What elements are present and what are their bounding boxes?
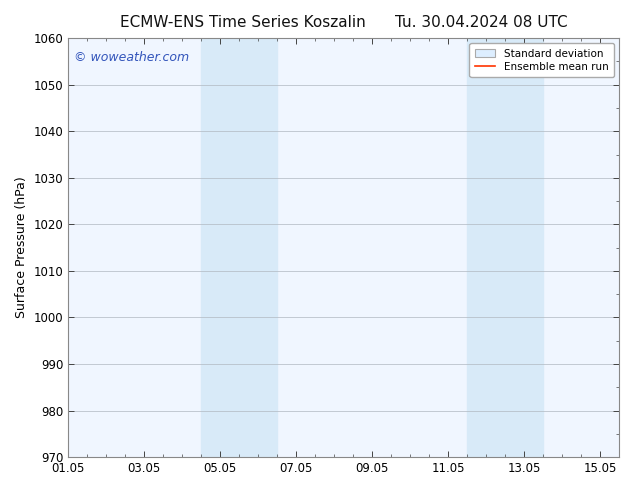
Bar <box>505 38 543 457</box>
Title: ECMW-ENS Time Series Koszalin      Tu. 30.04.2024 08 UTC: ECMW-ENS Time Series Koszalin Tu. 30.04.… <box>120 15 567 30</box>
Legend: Standard deviation, Ensemble mean run: Standard deviation, Ensemble mean run <box>469 43 614 77</box>
Bar <box>239 38 277 457</box>
Text: © woweather.com: © woweather.com <box>74 50 189 64</box>
Bar <box>467 38 505 457</box>
Y-axis label: Surface Pressure (hPa): Surface Pressure (hPa) <box>15 177 28 318</box>
Bar <box>201 38 239 457</box>
